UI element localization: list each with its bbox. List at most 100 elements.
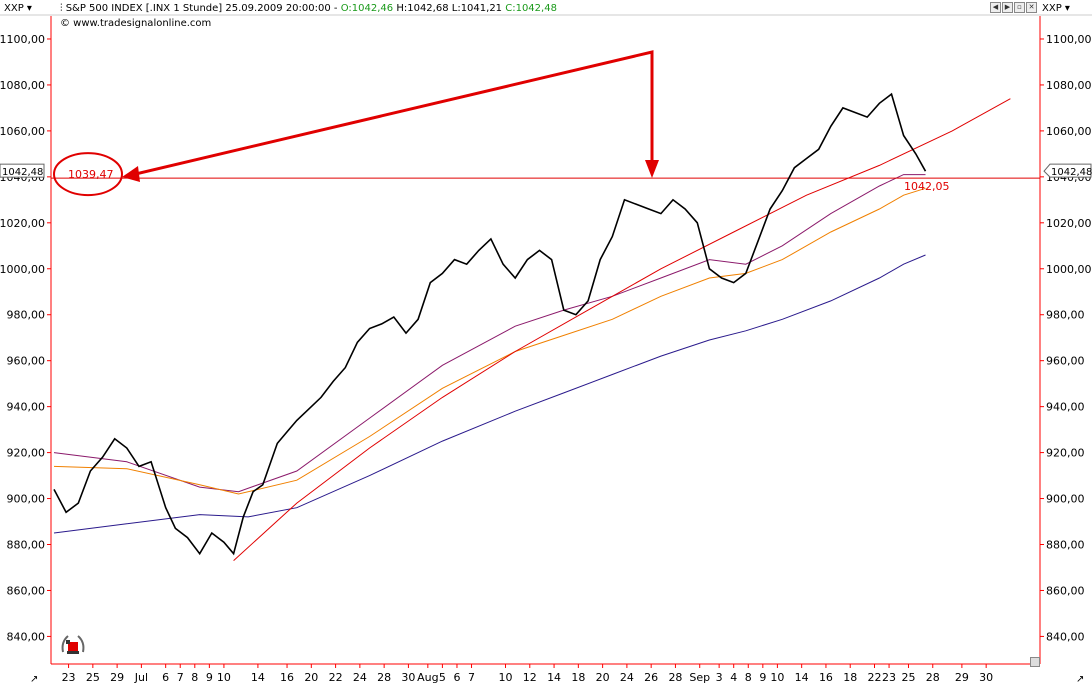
x-tick-label: 22	[329, 671, 343, 684]
y-tick-label-left: 980,00	[7, 309, 46, 322]
y-tick-label-right: 880,00	[1046, 539, 1085, 552]
y-tick-label-left: 940,00	[7, 401, 46, 414]
x-tick-label: 10	[499, 671, 513, 684]
circled-price-label: 1039,47	[68, 168, 114, 181]
y-tick-label-right: 940,00	[1046, 401, 1085, 414]
x-tick-label: 16	[819, 671, 833, 684]
y-tick-label-left: 1080,00	[0, 79, 45, 92]
x-tick-label: 10	[217, 671, 231, 684]
indicator-line-2	[53, 187, 926, 495]
x-tick-label: 22	[867, 671, 881, 684]
last-price-right: 1042,48	[1051, 167, 1092, 178]
x-tick-label: 3	[716, 671, 723, 684]
close-icon[interactable]: ✕	[1026, 2, 1037, 13]
x-tick-label: 30	[401, 671, 415, 684]
line-value-label: 1042,05	[904, 180, 950, 193]
x-tick-label: 5	[439, 671, 446, 684]
candle-icon: ⫶	[60, 3, 63, 14]
x-tick-label: Jul	[134, 671, 148, 684]
x-tick-label: 29	[110, 671, 124, 684]
x-tick-label: 10	[770, 671, 784, 684]
y-tick-label-right: 920,00	[1046, 447, 1085, 460]
symbol-menu-right[interactable]: XXP ▾	[1042, 3, 1070, 14]
y-tick-label-left: 920,00	[7, 447, 46, 460]
x-tick-label: 14	[795, 671, 809, 684]
x-tick-label: 25	[901, 671, 915, 684]
y-tick-label-right: 900,00	[1046, 493, 1085, 506]
restore-icon[interactable]: ▫	[1014, 2, 1025, 13]
y-tick-label-right: 1020,00	[1046, 217, 1092, 230]
annotation-ellipse	[53, 152, 123, 197]
x-tick-label: 12	[523, 671, 537, 684]
last-price-left: 1042,48	[2, 167, 43, 178]
x-tick-label: 4	[730, 671, 737, 684]
y-tick-label-left: 1100,00	[0, 33, 45, 46]
y-tick-label-right: 1000,00	[1046, 263, 1092, 276]
symbol-menu-left[interactable]: XXP ▾	[4, 3, 32, 14]
y-tick-label-left: 1060,00	[0, 125, 45, 138]
x-tick-label: 23	[882, 671, 896, 684]
y-tick-label-right: 1060,00	[1046, 125, 1092, 138]
y-tick-label-left: 840,00	[7, 630, 46, 643]
y-tick-label-right: 840,00	[1046, 630, 1085, 643]
price-line	[53, 92, 927, 556]
y-tick-label-left: 900,00	[7, 493, 46, 506]
x-tick-label: 18	[571, 671, 585, 684]
indicator-line-1	[53, 174, 926, 493]
y-tick-label-left: 1020,00	[0, 217, 45, 230]
x-tick-label: 28	[377, 671, 391, 684]
y-tick-label-right: 1100,00	[1046, 33, 1092, 46]
indicator-line-4	[233, 98, 1011, 561]
resize-corner[interactable]	[1030, 657, 1040, 667]
x-tick-label: 20	[596, 671, 610, 684]
watermark: © www.tradesignalonline.com	[60, 18, 212, 29]
x-tick-label: 7	[177, 671, 184, 684]
y-tick-label-left: 860,00	[7, 584, 46, 597]
scroll-left-icon[interactable]: ◀	[990, 2, 1001, 13]
last-price-badge-left	[0, 163, 45, 178]
y-tick-label-left: 880,00	[7, 539, 46, 552]
x-tick-label: 7	[468, 671, 475, 684]
high-low-values: H:1042,68 L:1041,21	[396, 3, 503, 14]
x-tick-label: 28	[668, 671, 682, 684]
chart-title: ⫶ S&P 500 INDEX [.INX 1 Stunde] 25.09.20…	[60, 3, 557, 14]
x-tick-label: 9	[759, 671, 766, 684]
indicator-line-3	[53, 254, 926, 534]
y-tick-label-right: 860,00	[1046, 584, 1085, 597]
x-tick-label: 9	[206, 671, 213, 684]
scroll-handle-right[interactable]: ↗	[1076, 674, 1085, 685]
scroll-right-icon[interactable]: ▶	[1002, 2, 1013, 13]
x-tick-label: 24	[620, 671, 634, 684]
y-tick-label-right: 1080,00	[1046, 79, 1092, 92]
x-tick-label: 24	[353, 671, 367, 684]
x-tick-label: 26	[644, 671, 658, 684]
x-tick-label: 25	[86, 671, 100, 684]
x-tick-label: 16	[280, 671, 294, 684]
x-tick-label: 8	[191, 671, 198, 684]
x-tick-label: 29	[955, 671, 969, 684]
scroll-handle-left[interactable]: ↗	[30, 674, 39, 685]
y-tick-label-left: 1000,00	[0, 263, 45, 276]
x-tick-label: 6	[162, 671, 169, 684]
x-tick-label: 23	[62, 671, 76, 684]
arrow-head-left	[122, 166, 140, 182]
close-value: C:1042,48	[505, 3, 557, 14]
x-tick-label: 28	[926, 671, 940, 684]
y-tick-label-right: 980,00	[1046, 309, 1085, 322]
y-tick-label-right: 960,00	[1046, 355, 1085, 368]
last-price-badge-right	[1043, 163, 1092, 178]
x-tick-label: 18	[843, 671, 857, 684]
annotation-arrow	[126, 50, 654, 178]
y-tick-label-left: 960,00	[7, 355, 46, 368]
tradesignal-logo	[58, 630, 88, 660]
x-tick-label: Aug	[417, 671, 438, 684]
open-value: O:1042,46	[340, 3, 394, 14]
x-tick-label: 30	[979, 671, 993, 684]
x-tick-label: 8	[745, 671, 752, 684]
x-tick-label: 6	[453, 671, 460, 684]
x-tick-label: Sep	[689, 671, 710, 684]
x-tick-label: 20	[304, 671, 318, 684]
x-tick-label: 14	[547, 671, 561, 684]
arrow-head-down	[645, 160, 659, 178]
